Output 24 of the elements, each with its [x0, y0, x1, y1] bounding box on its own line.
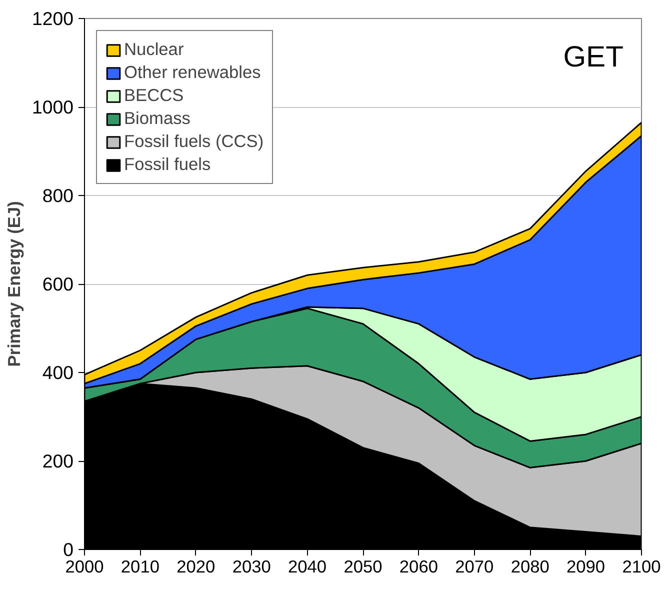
y-axis-title: Primary Energy (EJ): [4, 201, 24, 367]
x-tick-label: 2020: [176, 556, 216, 576]
annotation: GET: [563, 40, 624, 74]
legend-label: Nuclear: [124, 39, 184, 60]
y-tick-label: 400: [42, 362, 74, 383]
legend-label: Biomass: [124, 108, 190, 129]
y-tick-label: 800: [42, 185, 74, 206]
y-tick-label: 200: [42, 450, 74, 472]
x-tick-label: 2040: [288, 556, 327, 576]
y-tick-label: 600: [42, 274, 74, 294]
x-tick-label: 2070: [455, 556, 494, 576]
legend-label: Fossil fuels: [124, 154, 211, 175]
legend-label: BECCS: [124, 85, 184, 106]
legend-label: Fossil fuels (CCS): [124, 131, 264, 152]
x-tick-label: 2010: [120, 556, 160, 576]
x-tick-label: 2050: [344, 556, 382, 576]
y-tick-label: 1200: [32, 8, 74, 29]
x-tick-label: 2080: [510, 556, 550, 576]
x-tick-label: 2100: [622, 556, 661, 576]
legend-label: Other renewables: [124, 62, 261, 83]
x-tick-label: 2090: [566, 556, 606, 576]
x-tick-label: 2060: [399, 556, 438, 576]
y-tick-label: 1000: [32, 96, 74, 118]
x-tick-label: 2030: [232, 556, 271, 576]
